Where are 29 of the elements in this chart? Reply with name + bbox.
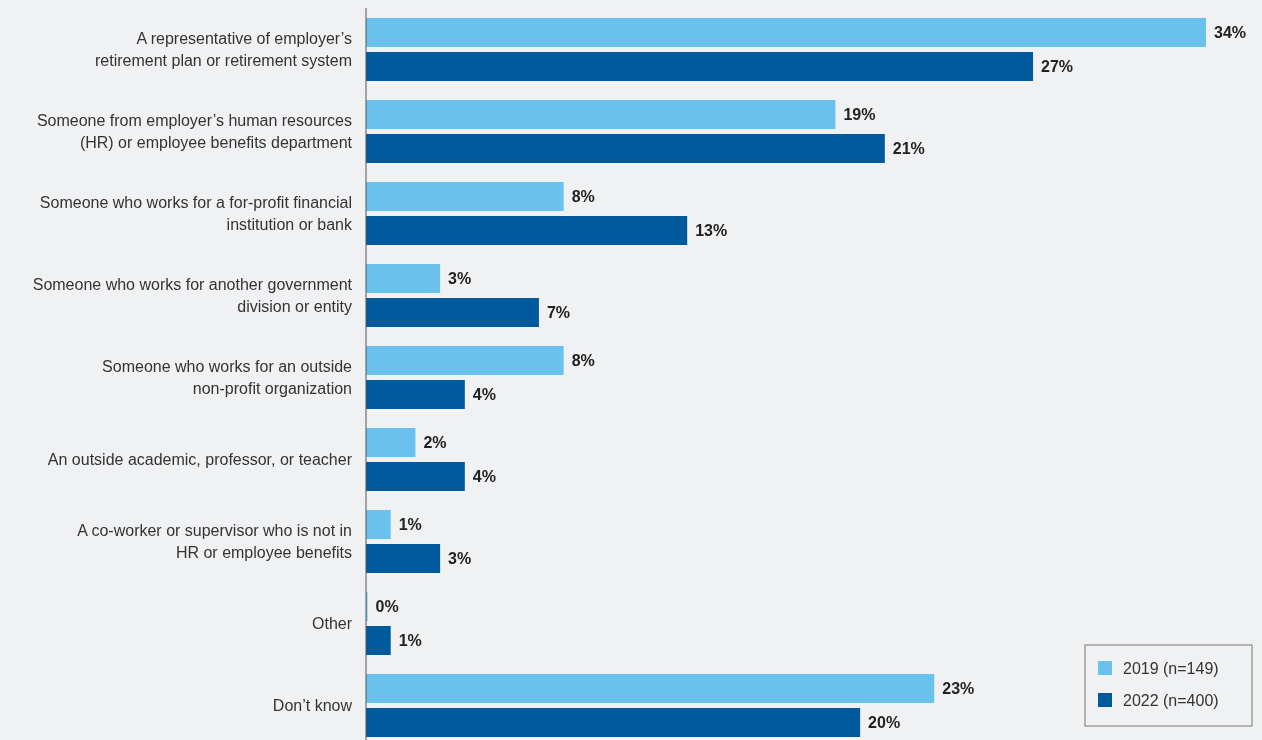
y-tick-label: Someone from employer’s human resources (HR) or employee benefits department	[36, 112, 353, 151]
data-label: 20%	[868, 714, 901, 731]
y-tick-label: Don’t know	[272, 697, 353, 714]
legend-label: 2019 (n=149)	[1123, 659, 1219, 677]
data-label: 8%	[571, 188, 595, 205]
y-tick-label: Someone who works for another government division or entity	[32, 276, 353, 315]
legend-label: 2022 (n=400)	[1123, 691, 1219, 709]
y-tick-label: Other	[311, 615, 353, 632]
data-label: 1%	[398, 516, 422, 533]
data-label: 2%	[423, 434, 447, 451]
data-label: 8%	[571, 352, 595, 369]
data-label: 19%	[843, 106, 876, 123]
data-label: 1%	[398, 632, 422, 649]
data-label: 3%	[448, 270, 472, 287]
y-tick-label: A co-worker or supervisor who is not in HR or employee benefits	[77, 522, 352, 561]
data-label: 34%	[1214, 24, 1247, 41]
data-label: 0%	[375, 598, 399, 615]
y-tick-label: Someone who works for a for-profit financial institution or bank	[39, 194, 353, 233]
data-label: 4%	[472, 468, 496, 485]
data-label: 23%	[942, 680, 975, 697]
data-label: 27%	[1041, 58, 1074, 75]
data-label: 3%	[448, 550, 472, 567]
data-label: 21%	[892, 140, 925, 157]
y-tick-label: An outside academic, professor, or teacher	[47, 451, 353, 468]
data-label: 4%	[472, 386, 496, 403]
y-tick-label: Someone who works for an outside non-profit organization	[102, 358, 353, 397]
data-label: 7%	[546, 304, 571, 321]
y-tick-label: A representative of employer’s retirement plan or retirement system	[95, 30, 352, 69]
data-label: 13%	[695, 222, 728, 239]
